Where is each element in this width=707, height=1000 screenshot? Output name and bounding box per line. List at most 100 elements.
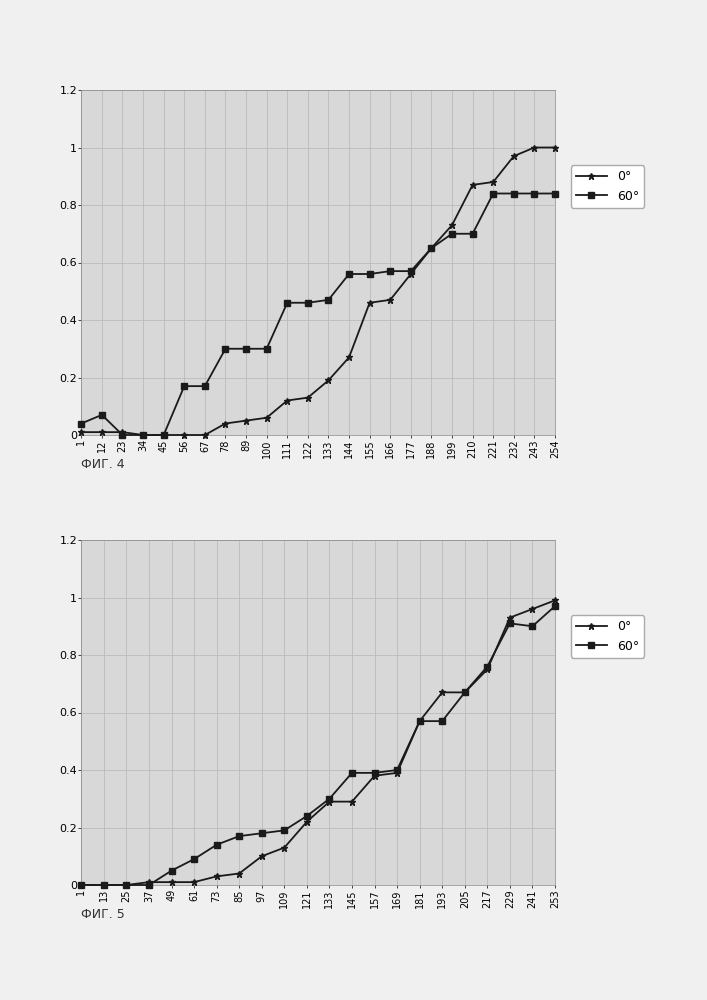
- 60°: [551, 600, 559, 612]
- 0°: [190, 876, 199, 888]
- 60°: [510, 188, 518, 200]
- 60°: [386, 265, 395, 277]
- Text: ФИГ. 4: ФИГ. 4: [81, 458, 125, 471]
- 60°: [303, 810, 311, 822]
- 60°: [190, 853, 199, 865]
- 0°: [201, 429, 209, 441]
- 0°: [242, 415, 250, 427]
- 0°: [122, 879, 131, 891]
- 60°: [303, 297, 312, 309]
- 60°: [460, 686, 469, 698]
- 60°: [212, 839, 221, 851]
- 60°: [416, 715, 424, 727]
- 60°: [468, 228, 477, 240]
- Line: 0°: 0°: [78, 144, 559, 438]
- 60°: [100, 879, 108, 891]
- 0°: [416, 715, 424, 727]
- 0°: [427, 242, 436, 254]
- 60°: [280, 824, 288, 836]
- 60°: [483, 660, 491, 672]
- 60°: [489, 188, 498, 200]
- 0°: [283, 394, 291, 406]
- 0°: [551, 141, 559, 153]
- 0°: [325, 796, 334, 808]
- 0°: [468, 179, 477, 191]
- 60°: [407, 265, 415, 277]
- 0°: [77, 879, 86, 891]
- 0°: [212, 870, 221, 882]
- 60°: [528, 620, 537, 632]
- 60°: [366, 268, 374, 280]
- 0°: [98, 426, 106, 438]
- 60°: [325, 793, 334, 805]
- 60°: [530, 188, 539, 200]
- 0°: [448, 219, 456, 231]
- 0°: [551, 594, 559, 606]
- 60°: [98, 409, 106, 421]
- 0°: [118, 426, 127, 438]
- 60°: [262, 343, 271, 355]
- 60°: [257, 827, 266, 839]
- 0°: [160, 429, 168, 441]
- 60°: [139, 429, 147, 441]
- 60°: [242, 343, 250, 355]
- 60°: [77, 418, 86, 430]
- 0°: [366, 297, 374, 309]
- 60°: [221, 343, 230, 355]
- 0°: [489, 176, 498, 188]
- 60°: [122, 879, 131, 891]
- 60°: [348, 767, 356, 779]
- 60°: [551, 188, 559, 200]
- 0°: [235, 867, 243, 880]
- Line: 60°: 60°: [78, 191, 558, 438]
- 0°: [303, 816, 311, 828]
- 0°: [460, 686, 469, 698]
- 60°: [180, 380, 189, 392]
- 60°: [77, 879, 86, 891]
- 0°: [348, 796, 356, 808]
- 60°: [118, 429, 127, 441]
- 0°: [506, 612, 514, 624]
- 60°: [325, 294, 333, 306]
- 60°: [201, 380, 209, 392]
- 60°: [506, 617, 514, 629]
- 0°: [483, 663, 491, 675]
- 60°: [370, 767, 379, 779]
- 0°: [386, 294, 395, 306]
- 60°: [427, 242, 436, 254]
- 0°: [168, 876, 176, 888]
- Legend: 0°, 60°: 0°, 60°: [571, 165, 644, 208]
- Text: ФИГ. 5: ФИГ. 5: [81, 908, 125, 921]
- Legend: 0°, 60°: 0°, 60°: [571, 615, 644, 658]
- 0°: [180, 429, 189, 441]
- 60°: [235, 830, 243, 842]
- 0°: [139, 429, 147, 441]
- 60°: [448, 228, 456, 240]
- 0°: [77, 426, 86, 438]
- 0°: [530, 141, 539, 153]
- 0°: [528, 603, 537, 615]
- 60°: [160, 429, 168, 441]
- 60°: [145, 879, 153, 891]
- 0°: [370, 770, 379, 782]
- 0°: [345, 351, 354, 363]
- 0°: [510, 150, 518, 162]
- 60°: [438, 715, 446, 727]
- 60°: [283, 297, 291, 309]
- 0°: [262, 412, 271, 424]
- 0°: [145, 876, 153, 888]
- 0°: [407, 268, 415, 280]
- Line: 0°: 0°: [78, 597, 559, 888]
- 60°: [345, 268, 354, 280]
- Line: 60°: 60°: [78, 603, 558, 888]
- 0°: [438, 686, 446, 698]
- 0°: [325, 374, 333, 386]
- 60°: [168, 865, 176, 877]
- 0°: [257, 850, 266, 862]
- 0°: [393, 767, 402, 779]
- 0°: [280, 842, 288, 854]
- 60°: [393, 764, 402, 776]
- 0°: [100, 879, 108, 891]
- 0°: [221, 418, 230, 430]
- 0°: [303, 392, 312, 404]
